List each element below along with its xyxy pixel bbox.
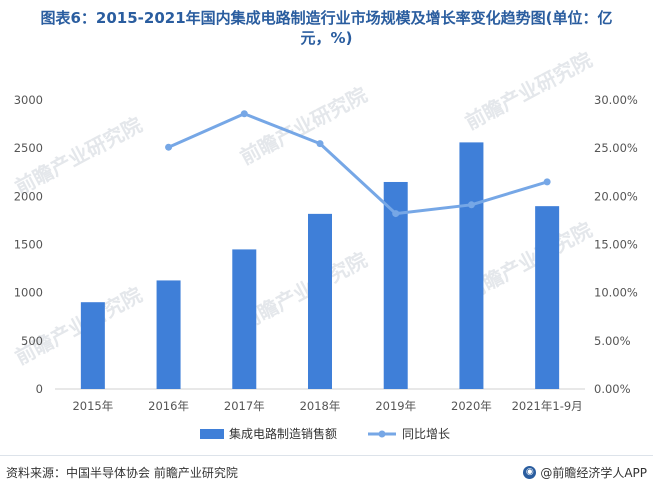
x-tick-label: 2015年 bbox=[72, 399, 113, 413]
x-tick-label: 2017年 bbox=[224, 399, 265, 413]
legend-bar-swatch bbox=[200, 429, 224, 439]
line-point bbox=[316, 140, 324, 148]
brand: ◉ @前瞻经济学人APP bbox=[523, 464, 647, 481]
line-point bbox=[165, 143, 173, 151]
footer: 资料来源：中国半导体协会 前瞻产业研究院 ◉ @前瞻经济学人APP bbox=[0, 455, 653, 489]
left-axis-ticks: 0 500 1000 1500 2000 2500 3000 bbox=[14, 93, 43, 396]
brand-text: @前瞻经济学人APP bbox=[540, 466, 647, 480]
bar bbox=[459, 142, 484, 389]
brand-logo-icon: ◉ bbox=[523, 466, 537, 479]
x-tick-label: 2018年 bbox=[300, 399, 341, 413]
line-point bbox=[467, 201, 475, 209]
bar-series bbox=[80, 142, 560, 389]
line-series bbox=[165, 110, 551, 218]
left-tick-label: 0 bbox=[36, 382, 43, 396]
right-axis-ticks: 0.00% 5.00% 10.00% 15.00% 20.00% 25.00% 30.00% bbox=[594, 93, 638, 396]
left-tick-label: 500 bbox=[21, 334, 43, 348]
right-tick-label: 25.00% bbox=[594, 141, 638, 155]
bar bbox=[156, 280, 181, 389]
left-tick-label: 1000 bbox=[14, 286, 43, 300]
bar bbox=[535, 206, 560, 389]
line-point bbox=[392, 210, 400, 218]
source-text: 资料来源：中国半导体协会 前瞻产业研究院 bbox=[6, 466, 238, 480]
watermark-text: 前瞻产业研究院 bbox=[11, 112, 146, 199]
title-line-2: 元，%) bbox=[300, 29, 353, 47]
watermark-text: 前瞻产业研究院 bbox=[236, 82, 371, 169]
right-tick-label: 10.00% bbox=[594, 286, 638, 300]
x-axis-labels: 2015年 2016年 2017年 2018年 2019年 2020年 2021年1-9月 bbox=[72, 399, 582, 413]
right-tick-label: 30.00% bbox=[594, 93, 638, 107]
right-tick-label: 20.00% bbox=[594, 189, 638, 203]
left-tick-label: 2000 bbox=[14, 189, 43, 203]
watermark-text: 前瞻产业研究院 bbox=[236, 247, 371, 334]
bar bbox=[232, 249, 257, 389]
x-tick-label: 2016年 bbox=[148, 399, 189, 413]
chart-title: 图表6：2015-2021年国内集成电路制造行业市场规模及增长率变化趋势图(单位… bbox=[0, 8, 653, 48]
legend-bar-label: 集成电路制造销售额 bbox=[229, 426, 337, 441]
growth-line bbox=[167, 112, 548, 216]
left-tick-label: 1500 bbox=[14, 238, 43, 252]
watermark-text: 前瞻产业研究院 bbox=[461, 47, 596, 134]
legend-line-marker bbox=[378, 430, 386, 438]
x-tick-label: 2020年 bbox=[451, 399, 492, 413]
left-tick-label: 3000 bbox=[14, 93, 43, 107]
bar bbox=[80, 302, 105, 389]
left-tick-label: 2500 bbox=[14, 141, 43, 155]
right-tick-label: 5.00% bbox=[594, 334, 631, 348]
right-tick-label: 0.00% bbox=[594, 382, 631, 396]
line-point bbox=[543, 178, 551, 186]
x-tick-label: 2019年 bbox=[375, 399, 416, 413]
line-point bbox=[240, 110, 248, 118]
legend: 集成电路制造销售额 同比增长 bbox=[200, 426, 450, 441]
x-tick-label: 2021年1-9月 bbox=[512, 399, 583, 413]
legend-line-label: 同比增长 bbox=[402, 427, 450, 441]
right-tick-label: 15.00% bbox=[594, 238, 638, 252]
title-line-1: 图表6：2015-2021年国内集成电路制造行业市场规模及增长率变化趋势图(单位… bbox=[40, 9, 613, 27]
bar bbox=[308, 213, 332, 389]
